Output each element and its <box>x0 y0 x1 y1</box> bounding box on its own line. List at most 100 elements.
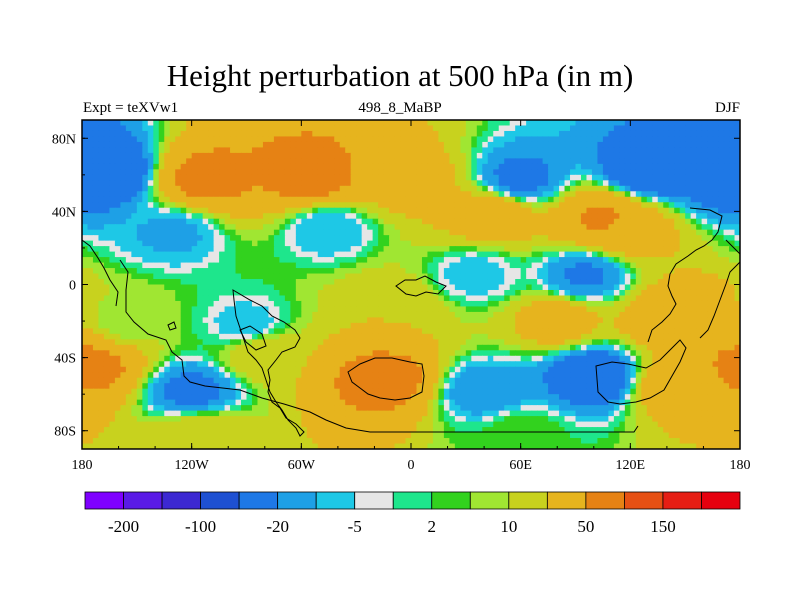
contour-cell <box>262 213 270 220</box>
contour-cell <box>718 125 725 132</box>
contour-cell <box>630 191 637 198</box>
contour-cell <box>295 152 302 159</box>
contour-cell <box>641 317 648 324</box>
contour-cell <box>663 174 670 181</box>
contour-cell <box>103 152 111 159</box>
contour-cell <box>580 289 588 297</box>
contour-cell <box>317 295 324 302</box>
contour-cell <box>153 158 160 165</box>
contour-cell <box>646 120 653 127</box>
contour-cell <box>405 289 412 297</box>
contour-cell <box>537 295 544 302</box>
contour-cell <box>394 213 401 220</box>
contour-cell <box>509 322 516 329</box>
contour-cell <box>109 328 116 335</box>
contour-cell <box>197 257 204 264</box>
contour-cell <box>570 279 577 286</box>
contour-cell <box>619 262 626 269</box>
contour-cell <box>652 158 659 165</box>
contour-cell <box>208 322 215 329</box>
contour-cell <box>696 246 703 253</box>
contour-cell <box>197 174 204 181</box>
contour-cell <box>131 268 138 275</box>
contour-cell <box>312 152 319 159</box>
contour-cell <box>356 169 363 176</box>
contour-cell <box>251 273 259 280</box>
contour-cell <box>498 295 505 302</box>
contour-cell <box>175 344 182 351</box>
contour-cell <box>372 169 379 176</box>
contour-cell <box>471 147 478 154</box>
contour-cell <box>454 163 461 170</box>
contour-cell <box>175 202 182 209</box>
contour-cell <box>405 207 412 214</box>
contour-cell <box>553 174 560 181</box>
contour-cell <box>411 191 418 198</box>
contour-cell <box>378 136 385 143</box>
contour-cell <box>701 147 708 154</box>
contour-cell <box>175 317 182 324</box>
contour-cell <box>443 257 450 264</box>
contour-cell <box>613 224 620 231</box>
contour-cell <box>120 120 127 127</box>
contour-cell <box>125 224 132 231</box>
contour-cell <box>471 125 478 132</box>
contour-cell <box>580 246 588 253</box>
contour-cell <box>114 235 121 242</box>
contour-cell <box>663 218 670 225</box>
contour-cell <box>235 218 242 225</box>
contour-cell <box>153 125 160 132</box>
contour-cell <box>191 180 198 187</box>
contour-cell <box>191 317 198 324</box>
contour-cell <box>679 246 686 253</box>
contour-cell <box>394 295 401 302</box>
contour-cell <box>586 317 593 324</box>
contour-cell <box>367 235 374 242</box>
contour-cell <box>729 273 736 280</box>
contour-cell <box>323 163 330 170</box>
contour-cell <box>175 257 182 264</box>
contour-cell <box>290 284 297 291</box>
contour-cell <box>696 147 703 154</box>
contour-cell <box>608 306 615 313</box>
contour-cell <box>136 120 143 127</box>
contour-cell <box>147 279 154 286</box>
contour-cell <box>635 141 642 149</box>
contour-cell <box>109 279 116 286</box>
contour-cell <box>460 262 467 269</box>
contour-cell <box>564 218 571 225</box>
contour-cell <box>416 306 423 313</box>
contour-cell <box>323 257 330 264</box>
contour-cell <box>663 180 670 187</box>
contour-cell <box>197 120 204 127</box>
contour-cell <box>219 240 226 247</box>
contour-cell <box>224 202 231 209</box>
contour-cell <box>153 268 160 275</box>
contour-cell <box>602 262 609 269</box>
contour-cell <box>646 147 653 154</box>
contour-cell <box>416 344 423 351</box>
contour-cell <box>641 235 648 242</box>
contour-cell <box>334 196 341 203</box>
contour-cell <box>356 311 363 318</box>
contour-cell <box>564 240 571 247</box>
contour-cell <box>224 130 231 138</box>
contour-cell <box>597 306 604 313</box>
contour-cell <box>219 317 226 324</box>
contour-cell <box>427 213 434 220</box>
contour-cell <box>279 169 286 176</box>
contour-cell <box>328 333 335 340</box>
contour-cell <box>87 202 94 209</box>
contour-cell <box>372 180 379 187</box>
contour-cell <box>262 185 270 192</box>
contour-cell <box>553 268 560 275</box>
contour-cell <box>509 246 516 253</box>
contour-cell <box>674 251 681 258</box>
contour-cell <box>186 328 193 335</box>
contour-cell <box>191 191 198 198</box>
contour-cell <box>734 229 740 236</box>
contour-cell <box>641 246 648 253</box>
contour-cell <box>356 125 363 132</box>
contour-cell <box>438 158 445 165</box>
contour-cell <box>696 213 703 220</box>
